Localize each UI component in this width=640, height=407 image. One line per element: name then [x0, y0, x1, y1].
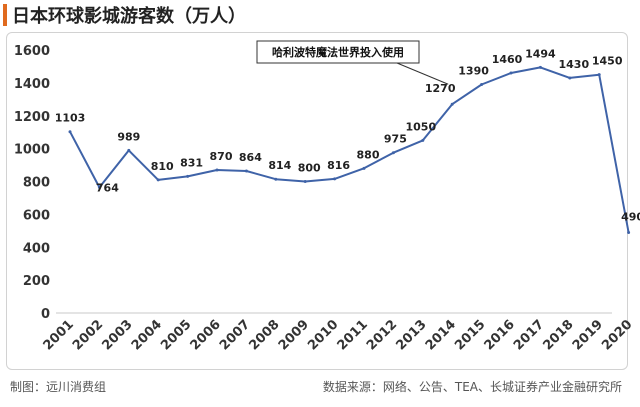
x-tick-label: 2010 [305, 317, 341, 353]
y-tick-label: 400 [23, 241, 50, 256]
data-point [215, 168, 219, 172]
y-tick-label: 1000 [14, 143, 50, 158]
footer-credit: 制图：远川消费组 [10, 380, 107, 394]
x-tick-label: 2014 [423, 317, 459, 353]
data-label: 870 [210, 150, 233, 163]
data-point [333, 177, 337, 181]
data-label: 800 [298, 162, 321, 175]
y-tick-label: 800 [23, 176, 50, 191]
data-point [421, 138, 425, 142]
data-point [597, 73, 601, 77]
x-tick-label: 2004 [129, 317, 165, 353]
y-tick-label: 1400 [14, 77, 50, 92]
x-tick-label: 2011 [335, 317, 371, 353]
data-label: 764 [96, 181, 119, 194]
data-point [244, 169, 248, 173]
x-tick-label: 2001 [41, 317, 77, 353]
annotation-leader-line [396, 62, 449, 85]
annotation-text: 哈利波特魔法世界投入使用 [272, 45, 404, 59]
data-point [68, 130, 72, 134]
data-label: 1270 [425, 82, 456, 95]
x-tick-label: 2008 [246, 317, 282, 353]
x-tick-label: 2020 [599, 317, 635, 353]
data-label: 1430 [558, 58, 589, 71]
footer-source: 数据来源：网络、公告、TEA、长城证券产业金融研究所 [322, 380, 622, 394]
data-point [97, 185, 101, 189]
x-tick-label: 2002 [70, 317, 106, 353]
y-tick-label: 600 [23, 208, 50, 223]
y-tick-label: 200 [23, 274, 50, 289]
data-label: 1450 [592, 55, 623, 68]
data-point [480, 83, 484, 87]
x-tick-label: 2015 [452, 317, 488, 353]
y-tick-label: 1600 [14, 44, 50, 59]
y-tick-label: 1200 [14, 110, 50, 125]
x-tick-label: 2016 [482, 317, 518, 353]
data-point [450, 102, 454, 106]
chart-title: 日本环球影城游客数（万人） [12, 6, 246, 27]
data-label: 975 [384, 133, 407, 146]
data-label: 810 [151, 160, 174, 173]
chart-frame [6, 32, 628, 370]
x-tick-label: 2005 [158, 317, 194, 353]
x-tick-label: 2017 [511, 317, 547, 353]
data-label: 1103 [55, 112, 86, 125]
data-point [568, 76, 572, 80]
x-tick-label: 2018 [540, 317, 576, 353]
data-point [391, 151, 395, 155]
x-tick-label: 2009 [276, 317, 312, 353]
data-label: 864 [239, 151, 262, 164]
data-label: 989 [117, 130, 140, 143]
data-label: 880 [357, 148, 380, 161]
data-point [538, 65, 542, 69]
x-tick-label: 2013 [393, 317, 429, 353]
data-point [509, 71, 513, 75]
x-tick-label: 2006 [188, 317, 224, 353]
data-point [186, 174, 190, 178]
x-tick-label: 2007 [217, 317, 253, 353]
data-point [274, 177, 278, 181]
data-point [362, 166, 366, 170]
annotation-box [256, 40, 420, 64]
data-point [303, 180, 307, 183]
data-point [127, 148, 131, 152]
data-label: 1494 [525, 47, 556, 60]
x-tick-label: 2003 [99, 317, 135, 353]
series-line [69, 66, 630, 233]
data-label: 1390 [458, 65, 489, 78]
data-label: 816 [327, 159, 350, 172]
data-label: 831 [180, 156, 203, 169]
title-accent-bar [3, 4, 7, 26]
data-label: 814 [268, 159, 291, 172]
data-label: 490 [621, 210, 640, 223]
data-label: 1050 [405, 120, 436, 133]
x-tick-label: 2012 [364, 317, 400, 353]
data-point [627, 230, 631, 234]
data-point [156, 178, 160, 182]
y-tick-label: 0 [41, 307, 50, 322]
data-label: 1460 [492, 53, 523, 66]
title-bar: 日本环球影城游客数（万人） [0, 0, 640, 30]
x-tick-label: 2019 [570, 317, 606, 353]
